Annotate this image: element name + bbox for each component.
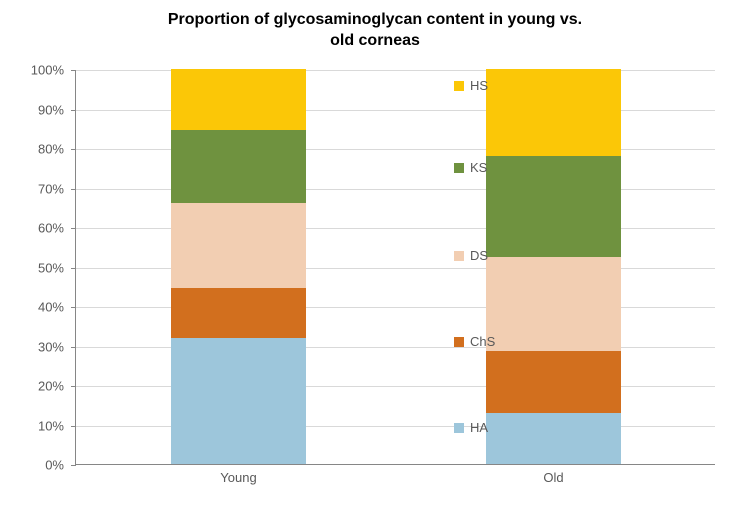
legend-label: HA: [470, 420, 488, 435]
y-tick-label: 50%: [38, 260, 64, 275]
legend-swatch-icon: [454, 81, 464, 91]
legend-item-hs: HS: [454, 78, 488, 93]
y-tick-label: 30%: [38, 339, 64, 354]
segment-ds: [171, 203, 306, 288]
chart-container: Proportion of glycosaminoglycan content …: [20, 10, 730, 500]
segment-hs: [171, 69, 306, 130]
chart-title: Proportion of glycosaminoglycan content …: [20, 10, 730, 52]
y-axis-labels: 0%10%20%30%40%50%60%70%80%90%100%: [20, 70, 70, 465]
segment-ks: [171, 130, 306, 203]
y-tick-mark: [71, 70, 76, 71]
y-tick-label: 100%: [31, 63, 64, 78]
legend-label: HS: [470, 78, 488, 93]
y-tick-mark: [71, 110, 76, 111]
y-tick-mark: [71, 386, 76, 387]
legend-swatch-icon: [454, 337, 464, 347]
y-tick-label: 10%: [38, 418, 64, 433]
legend-label: ChS: [470, 334, 495, 349]
y-tick-mark: [71, 426, 76, 427]
bar-old: [486, 69, 621, 464]
y-tick-label: 80%: [38, 142, 64, 157]
legend-swatch-icon: [454, 423, 464, 433]
y-tick-mark: [71, 149, 76, 150]
y-tick-label: 70%: [38, 181, 64, 196]
segment-ds: [486, 257, 621, 352]
legend-item-ks: KS: [454, 160, 487, 175]
y-tick-mark: [71, 347, 76, 348]
y-tick-label: 90%: [38, 102, 64, 117]
legend-swatch-icon: [454, 163, 464, 173]
y-tick-label: 20%: [38, 379, 64, 394]
y-tick-mark: [71, 268, 76, 269]
legend-label: KS: [470, 160, 487, 175]
y-tick-label: 60%: [38, 221, 64, 236]
segment-chs: [171, 288, 306, 337]
x-tick-label: Young: [220, 470, 256, 485]
legend-swatch-icon: [454, 251, 464, 261]
chart-title-line2: old corneas: [330, 32, 420, 49]
y-tick-mark: [71, 189, 76, 190]
segment-hs: [486, 69, 621, 156]
legend-item-ds: DS: [454, 248, 488, 263]
plot-area: YoungOldHSKSDSChSHA: [75, 70, 715, 465]
bar-young: [171, 69, 306, 464]
legend-item-ha: HA: [454, 420, 488, 435]
y-tick-mark: [71, 228, 76, 229]
segment-chs: [486, 351, 621, 412]
y-tick-mark: [71, 465, 76, 466]
segment-ha: [171, 338, 306, 464]
y-tick-label: 40%: [38, 300, 64, 315]
chart-title-line1: Proportion of glycosaminoglycan content …: [168, 11, 582, 28]
segment-ha: [486, 413, 621, 464]
legend-item-chs: ChS: [454, 334, 495, 349]
segment-ks: [486, 156, 621, 257]
x-tick-label: Old: [543, 470, 563, 485]
y-tick-mark: [71, 307, 76, 308]
legend-label: DS: [470, 248, 488, 263]
y-tick-label: 0%: [45, 458, 64, 473]
